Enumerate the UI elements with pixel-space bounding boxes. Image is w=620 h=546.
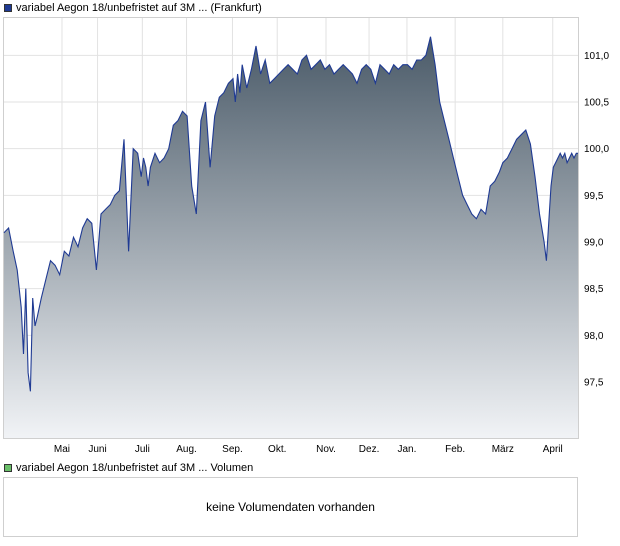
y-tick-label: 100,0 [584, 144, 609, 155]
x-tick-label: März [492, 444, 514, 455]
x-tick-label: Jan. [397, 444, 416, 455]
x-tick-label: Dez. [359, 444, 380, 455]
x-tick-label: Mai [54, 444, 70, 455]
price-legend-swatch [4, 4, 12, 12]
x-tick-label: Juli [135, 444, 150, 455]
volume-legend: variabel Aegon 18/unbefristet auf 3M ...… [4, 462, 253, 474]
volume-legend-label: variabel Aegon 18/unbefristet auf 3M ...… [16, 462, 254, 474]
x-tick-label: April [543, 444, 563, 455]
x-axis-ticks: Mai Juni Juli Aug. Sep. Okt. Nov. Dez. Jan. Feb. M… [54, 444, 563, 455]
price-area [4, 36, 578, 438]
x-tick-label: Sep. [222, 444, 243, 455]
price-legend-label: variabel Aegon 18/unbefristet auf 3M ...… [16, 2, 262, 14]
x-tick-label: Juni [88, 444, 106, 455]
x-tick-label: Nov. [316, 444, 336, 455]
x-tick-label: Feb. [445, 444, 465, 455]
y-axis-ticks: 97,5 98,0 98,5 99,0 99,5 100,0 100,5 101,0 [584, 51, 609, 389]
y-tick-label: 100,5 [584, 98, 609, 109]
price-chart: 97,5 98,0 98,5 99,0 99,5 100,0 100,5 101,0 Mai J… [3, 17, 609, 455]
y-tick-label: 97,5 [584, 378, 604, 389]
y-tick-label: 99,0 [584, 238, 604, 249]
y-tick-label: 99,5 [584, 191, 604, 202]
x-tick-label: Okt. [268, 444, 286, 455]
x-tick-label: Aug. [176, 444, 197, 455]
y-tick-label: 101,0 [584, 51, 609, 62]
y-tick-label: 98,5 [584, 284, 604, 295]
volume-empty-message: keine Volumendaten vorhanden [206, 500, 375, 514]
volume-legend-swatch [4, 464, 12, 472]
volume-panel: keine Volumendaten vorhanden [3, 477, 578, 537]
price-legend: variabel Aegon 18/unbefristet auf 3M ...… [4, 2, 262, 14]
y-tick-label: 98,0 [584, 331, 604, 342]
price-line [3, 36, 578, 392]
